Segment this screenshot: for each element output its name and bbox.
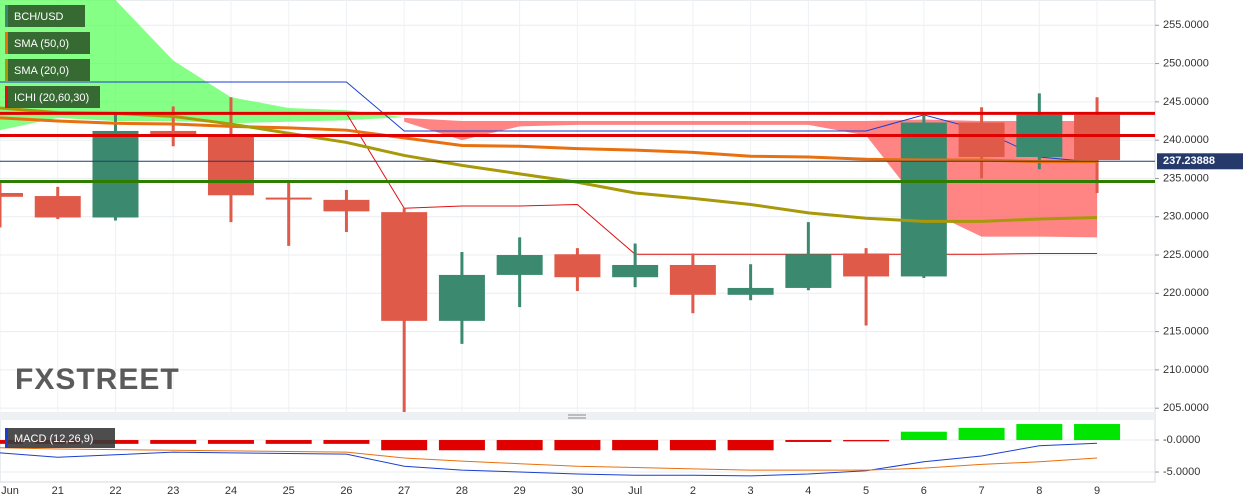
- macd-histogram-bar: [958, 427, 1005, 441]
- legend-item[interactable]: SMA (50,0): [5, 32, 90, 54]
- legend-item[interactable]: SMA (20,0): [5, 59, 90, 81]
- ichimoku-line: [0, 81, 1098, 163]
- macd-histogram-bar: [207, 440, 254, 444]
- candle-body: [958, 122, 1005, 157]
- macd-histogram-bar: [150, 440, 197, 444]
- x-tick-label: 22: [109, 485, 121, 497]
- macd-histogram-bar: [1074, 424, 1121, 441]
- y-tick-label: 245.0000: [1163, 96, 1209, 108]
- candle-body: [323, 199, 370, 212]
- x-tick-label: Jul: [628, 485, 642, 497]
- legend-item[interactable]: MACD (12,26,9): [5, 428, 115, 448]
- x-tick-label: 7: [979, 485, 985, 497]
- y-tick-label: 220.0000: [1163, 287, 1209, 299]
- macd-histogram-bar: [727, 440, 774, 451]
- macd-histogram-bar: [785, 440, 832, 442]
- legend-label: BCH/USD: [14, 11, 64, 23]
- x-tick-label: Jun: [1, 485, 19, 497]
- macd-histogram-bar: [900, 431, 947, 441]
- x-tick-label: 30: [571, 485, 583, 497]
- macd-histogram-bar: [438, 440, 485, 451]
- legend-item[interactable]: ICHI (20,60,30): [5, 86, 100, 108]
- y-tick-label: 250.0000: [1163, 57, 1209, 69]
- candle-body: [843, 253, 890, 277]
- sma-line: [0, 116, 1098, 164]
- x-tick-label: 3: [748, 485, 754, 497]
- candle-body: [34, 196, 81, 218]
- macd-histogram-bar: [554, 440, 601, 451]
- legend-label: MACD (12,26,9): [14, 433, 93, 445]
- x-tick-label: 4: [805, 485, 811, 497]
- x-tick-label: 2: [690, 485, 696, 497]
- macd-histogram-bar: [323, 440, 370, 444]
- y-tick-label: -5.0000: [1163, 466, 1200, 478]
- candle-body: [900, 122, 947, 277]
- axes: 205.0000 210.0000 215.0000 220.0000 225.0000…: [1, 19, 1243, 497]
- candle-body: [1074, 114, 1121, 161]
- y-tick-label: -0.0000: [1163, 434, 1200, 446]
- x-tick-label: 28: [456, 485, 468, 497]
- y-tick-label: 205.0000: [1163, 402, 1209, 414]
- y-tick-label: 230.0000: [1163, 211, 1209, 223]
- candle-body: [438, 274, 485, 321]
- x-tick-label: 9: [1094, 485, 1100, 497]
- macd-line: [0, 447, 1098, 471]
- price-grid: [0, 0, 1155, 412]
- candle-body: [554, 254, 601, 278]
- sma-line: [0, 106, 1098, 223]
- y-tick-label: 235.0000: [1163, 172, 1209, 184]
- x-tick-label: 21: [52, 485, 64, 497]
- legend-label: ICHI (20,60,30): [14, 92, 89, 104]
- macd-histogram-bar: [843, 440, 890, 442]
- y-tick-label: 225.0000: [1163, 249, 1209, 261]
- candle-body: [0, 192, 23, 197]
- x-tick-label: 29: [514, 485, 526, 497]
- candle-body: [150, 130, 197, 135]
- macd-histogram-bar: [1016, 424, 1063, 441]
- x-tick-label: 27: [398, 485, 410, 497]
- macd-panel: [0, 424, 1121, 477]
- macd-histogram-bar: [496, 440, 543, 451]
- candle-body: [207, 136, 254, 196]
- y-tick-label: 240.0000: [1163, 134, 1209, 146]
- macd-histogram-bar: [381, 440, 428, 451]
- candle-body: [496, 255, 543, 275]
- last-price-label: 237.23888: [1163, 155, 1215, 167]
- candle-body: [727, 287, 774, 295]
- macd-histogram-bar: [612, 440, 659, 451]
- candle-body: [92, 130, 139, 218]
- candle-body: [381, 212, 428, 321]
- x-tick-label: 5: [863, 485, 869, 497]
- candle-body: [669, 264, 716, 295]
- macd-histogram-bar: [669, 440, 716, 451]
- panel-divider[interactable]: [0, 412, 1155, 420]
- last-price-box: [1157, 153, 1243, 170]
- candle-body: [785, 254, 832, 288]
- x-tick-label: 23: [167, 485, 179, 497]
- candle-body: [265, 197, 312, 200]
- candle-body: [612, 264, 659, 278]
- x-tick-label: 26: [340, 485, 352, 497]
- macd-histogram-bar: [92, 440, 139, 444]
- legend-label: SMA (50,0): [14, 38, 69, 50]
- legend-item[interactable]: BCH/USD: [5, 5, 85, 27]
- x-tick-label: 6: [921, 485, 927, 497]
- legend-label: SMA (20,0): [14, 65, 69, 77]
- y-tick-label: 210.0000: [1163, 364, 1209, 376]
- legend: BCH/USD SMA (50,0) SMA (20,0) ICHI (20,6…: [5, 5, 115, 448]
- ichimoku-cloud: [0, 0, 405, 131]
- macd-line: [0, 442, 1098, 477]
- y-tick-label: 215.0000: [1163, 325, 1209, 337]
- macd-histogram-bar: [265, 440, 312, 444]
- x-tick-label: 8: [1036, 485, 1042, 497]
- y-tick-label: 255.0000: [1163, 19, 1209, 31]
- x-tick-label: 24: [225, 485, 237, 497]
- price-panel: [0, 0, 1155, 412]
- x-tick-label: 25: [283, 485, 295, 497]
- watermark: FXSTREET: [15, 363, 180, 396]
